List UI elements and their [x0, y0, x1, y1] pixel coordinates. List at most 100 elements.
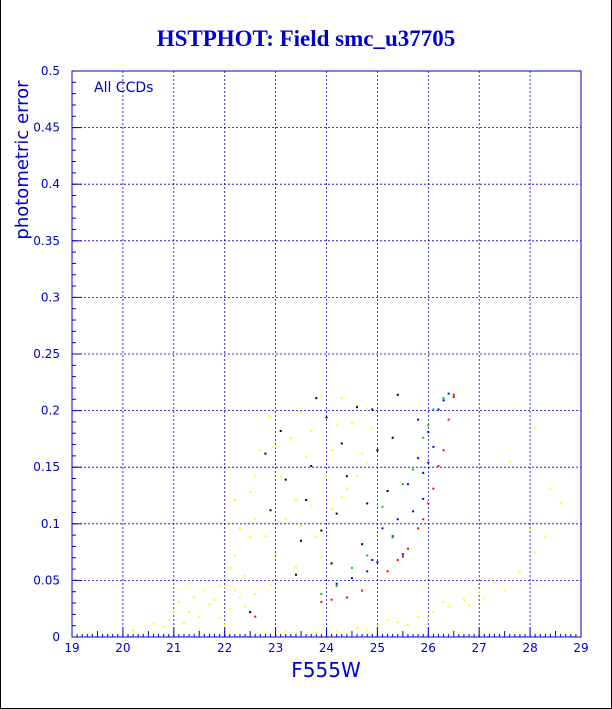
data-point-blue [442, 399, 445, 402]
data-point-yellow [340, 397, 343, 400]
data-point-yellow [244, 574, 247, 577]
data-point-green [401, 483, 404, 486]
data-point-red [452, 396, 455, 399]
data-point-blue [447, 392, 450, 395]
data-point-yellow [366, 408, 369, 411]
data-point-yellow [417, 615, 420, 618]
data-point-yellow [269, 415, 272, 418]
data-point-yellow [264, 535, 267, 538]
data-point-yellow [238, 527, 241, 530]
data-point-yellow [182, 622, 185, 625]
y-tick-label: 0.5 [41, 64, 60, 78]
data-point-yellow [366, 461, 369, 464]
data-point-black [396, 393, 399, 396]
data-point-red [422, 518, 425, 521]
data-point-yellow [233, 554, 236, 557]
x-tick-label: 22 [217, 641, 232, 655]
data-point-red [432, 487, 435, 490]
y-tick-label: 0.05 [33, 573, 60, 587]
data-point-yellow [254, 592, 257, 595]
data-point-black [356, 406, 359, 409]
x-tick-label: 29 [573, 641, 588, 655]
data-point-yellow [330, 449, 333, 452]
x-tick-label: 21 [166, 641, 181, 655]
data-point-yellow [315, 631, 318, 634]
data-point-blue [417, 457, 420, 460]
y-axis-label: photometric error [12, 80, 33, 240]
data-point-yellow [203, 589, 206, 592]
data-point-blue [371, 559, 374, 562]
data-point-yellow [315, 536, 318, 539]
data-point-blue [427, 431, 430, 434]
data-point-blue [417, 418, 420, 421]
data-point-yellow [544, 536, 547, 539]
data-point-yellow [259, 449, 262, 452]
data-point-blue [391, 535, 394, 538]
data-point-yellow [223, 623, 226, 626]
data-point-yellow [274, 445, 277, 448]
data-point-yellow [559, 502, 562, 505]
data-point-red [406, 547, 409, 550]
data-point-green [412, 468, 415, 471]
data-point-yellow [152, 622, 155, 625]
data-point-black [305, 499, 308, 502]
data-point-yellow [320, 555, 323, 558]
data-point-black [386, 489, 389, 492]
data-point-green [381, 505, 384, 508]
data-point-yellow [233, 499, 236, 502]
data-point-yellow [310, 429, 313, 432]
data-point-red [437, 465, 440, 468]
data-point-black [325, 416, 328, 419]
data-point-yellow [427, 617, 430, 620]
data-point-green [432, 408, 435, 411]
data-point-yellow [376, 624, 379, 627]
data-point-red [254, 615, 257, 618]
data-point-yellow [356, 405, 359, 408]
data-point-yellow [218, 616, 221, 619]
data-point-yellow [254, 475, 257, 478]
data-point-yellow [325, 475, 328, 478]
chart-title: HSTPHOT: Field smc_u37705 [157, 26, 456, 51]
data-point-red [396, 559, 399, 562]
data-point-yellow [493, 581, 496, 584]
data-point-red [447, 418, 450, 421]
data-point-green [320, 592, 323, 595]
data-point-yellow [371, 426, 374, 429]
data-point-yellow [172, 611, 175, 614]
data-point-yellow [534, 426, 537, 429]
y-tick-label: 0.4 [41, 177, 60, 191]
data-point-black [345, 475, 348, 478]
data-point-red [361, 589, 364, 592]
data-point-yellow [320, 394, 323, 397]
data-point-yellow [279, 475, 282, 478]
data-point-yellow [529, 528, 532, 531]
data-point-yellow [345, 487, 348, 490]
data-point-yellow [188, 582, 191, 585]
data-point-black [376, 449, 379, 452]
data-point-yellow [244, 605, 247, 608]
data-point-yellow [198, 629, 201, 632]
data-point-black [249, 611, 252, 614]
data-point-yellow [188, 611, 191, 614]
axes [71, 70, 582, 638]
x-tick-label: 27 [472, 641, 487, 655]
data-point-black [320, 529, 323, 532]
data-point-yellow [305, 456, 308, 459]
data-point-green [422, 436, 425, 439]
data-point-yellow [294, 632, 297, 635]
x-tick-label: 20 [115, 641, 130, 655]
data-point-yellow [269, 583, 272, 586]
data-point-black [340, 442, 343, 445]
data-point-yellow [167, 619, 170, 622]
data-point-yellow [483, 597, 486, 600]
data-point-black [294, 573, 297, 576]
data-point-yellow [294, 565, 297, 568]
data-points [132, 392, 562, 636]
data-point-yellow [193, 596, 196, 599]
data-point-red [386, 570, 389, 573]
data-point-yellow [228, 607, 231, 610]
data-point-yellow [254, 518, 257, 521]
data-point-black [310, 465, 313, 468]
data-point-black [300, 539, 303, 542]
